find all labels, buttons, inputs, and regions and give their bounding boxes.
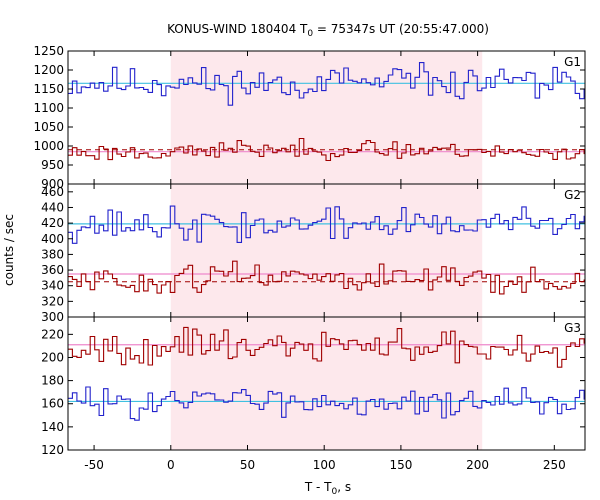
histogram-series-lower xyxy=(68,137,585,162)
x-axis-label: T - T0, s xyxy=(304,480,351,497)
y-tick-label: 1150 xyxy=(33,82,64,96)
y-tick-label: 220 xyxy=(41,327,64,341)
y-tick-label: 340 xyxy=(41,279,64,293)
y-tick-label: 950 xyxy=(41,158,64,172)
panel-g3 xyxy=(68,326,585,421)
panel-frame-g3 xyxy=(67,316,586,451)
y-tick-label: 1100 xyxy=(33,101,64,115)
histogram-series-upper xyxy=(68,326,585,368)
y-tick-label: 200 xyxy=(41,350,64,364)
x-tick-label: -50 xyxy=(84,458,104,472)
x-tick-label: 150 xyxy=(389,458,412,472)
x-tick-label: 200 xyxy=(466,458,489,472)
shaded-interval-rect xyxy=(170,51,483,450)
y-tick-label: 440 xyxy=(41,200,64,214)
y-tick-label: 140 xyxy=(41,420,64,434)
y-tick-label: 120 xyxy=(41,443,64,457)
panel-g2 xyxy=(68,205,585,295)
chart-title-main: KONUS-WIND 180404 T xyxy=(167,22,308,36)
chart-title-rest: = 75347s UT (20:55:47.000) xyxy=(313,22,489,36)
y-tick-label: 360 xyxy=(41,263,64,277)
y-tick-label: 180 xyxy=(41,374,64,388)
panel-g1 xyxy=(68,62,585,162)
y-axis-label: counts / sec xyxy=(2,214,16,286)
y-tick-label: 320 xyxy=(41,294,64,308)
x-tick-label: 0 xyxy=(167,458,175,472)
y-tick-label: 1200 xyxy=(33,63,64,77)
burst-interval-shade xyxy=(170,51,483,450)
series-layer xyxy=(68,62,585,421)
panel-label-g1: G1 xyxy=(564,55,581,69)
panel-label-g2: G2 xyxy=(564,188,581,202)
x-tick-label: 250 xyxy=(543,458,566,472)
x-label-sub: 0 xyxy=(332,487,338,497)
histogram-series-upper xyxy=(68,205,585,244)
x-tick-label: 50 xyxy=(240,458,255,472)
y-tick-label: 160 xyxy=(41,397,64,411)
y-tick-label: 380 xyxy=(41,247,64,261)
x-label-main: T - T xyxy=(304,480,332,494)
tick-layer: 9009501000105011001150120012503003203403… xyxy=(33,44,585,472)
histogram-series-lower xyxy=(68,386,585,421)
y-tick-label: 400 xyxy=(41,232,64,246)
histogram-series-upper xyxy=(68,62,585,106)
chart-title-sub: 0 xyxy=(307,29,313,39)
histogram-series-lower xyxy=(68,260,585,295)
y-tick-label: 900 xyxy=(41,177,64,191)
panel-label-g3: G3 xyxy=(564,321,581,335)
x-tick-label: 100 xyxy=(313,458,336,472)
panel-frames: G1 G2 G3 xyxy=(67,50,586,451)
y-tick-label: 420 xyxy=(41,216,64,230)
y-tick-label: 300 xyxy=(41,310,64,324)
chart-title: KONUS-WIND 180404 T0 = 75347s UT (20:55:… xyxy=(167,22,489,39)
y-tick-label: 1250 xyxy=(33,44,64,58)
y-tick-label: 1000 xyxy=(33,139,64,153)
x-label-rest: , s xyxy=(337,480,351,494)
y-tick-label: 460 xyxy=(41,185,64,199)
y-tick-label: 1050 xyxy=(33,120,64,134)
